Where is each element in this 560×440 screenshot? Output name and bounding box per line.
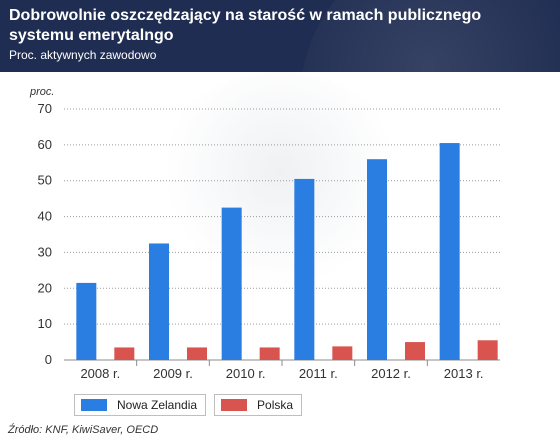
source-note: Źródło: KNF, KiwiSaver, OECD xyxy=(8,424,159,436)
legend: Nowa Zelandia Polska xyxy=(74,394,303,416)
bar-nowa-zelandia-4 xyxy=(367,159,387,360)
bar-polska-0 xyxy=(114,347,135,360)
bar-nowa-zelandia-3 xyxy=(294,178,315,360)
plot-area: proc. 0 10 20 30 40 50 60 70 2008 r. 2009 r. 2010 r… xyxy=(0,72,560,440)
chart-title: Dobrowolnie oszczędzający na starość w r… xyxy=(9,7,482,44)
bar-nowa-zelandia-0 xyxy=(76,282,97,360)
x-tick-label-0: 2008 r. xyxy=(80,366,120,381)
y-tick-label-20: 20 xyxy=(38,280,52,295)
header-decoration xyxy=(300,0,560,72)
legend-swatch-polska xyxy=(221,399,248,411)
legend-label-polska: Polska xyxy=(257,398,294,412)
legend-label-nowa-zelandia: Nowa Zelandia xyxy=(117,398,198,412)
y-tick-label-50: 50 xyxy=(38,173,52,188)
legend-swatch-nowa-zelandia xyxy=(81,399,107,411)
bar-polska-1 xyxy=(187,347,207,360)
bar-nowa-zelandia-5 xyxy=(439,143,460,360)
bar-polska-2 xyxy=(259,347,280,360)
y-tick-label-30: 30 xyxy=(38,244,52,259)
chart-subtitle: Proc. aktywnych zawodowo xyxy=(9,48,157,62)
x-tick-label-4: 2012 r. xyxy=(371,366,411,381)
chart-header: Dobrowolnie oszczędzający na starość w r… xyxy=(0,0,560,72)
y-tick-label-60: 60 xyxy=(38,137,52,152)
x-tick-label-5: 2013 r. xyxy=(444,366,484,381)
y-tick-label-0: 0 xyxy=(45,352,52,367)
y-tick-label-70: 70 xyxy=(38,101,52,116)
x-tick-label-1: 2009 r. xyxy=(153,366,193,381)
bar-chart: proc. 0 10 20 30 40 50 60 70 2008 r. 2009 r. 2010 r… xyxy=(29,86,500,381)
x-tick-label-2: 2010 r. xyxy=(226,366,266,381)
y-tick-label-40: 40 xyxy=(38,209,52,224)
x-tick-label-3: 2011 r. xyxy=(299,366,338,381)
y-tick-label-10: 10 xyxy=(38,316,52,331)
bar-nowa-zelandia-2 xyxy=(221,207,242,360)
y-axis-unit-label: proc. xyxy=(29,86,54,98)
bar-polska-4 xyxy=(405,342,425,360)
bar-polska-5 xyxy=(477,340,498,360)
legend-item-polska: Polska xyxy=(214,394,303,416)
bar-polska-3 xyxy=(332,346,353,360)
bar-nowa-zelandia-1 xyxy=(149,243,169,360)
legend-item-nowa-zelandia: Nowa Zelandia xyxy=(74,394,207,416)
